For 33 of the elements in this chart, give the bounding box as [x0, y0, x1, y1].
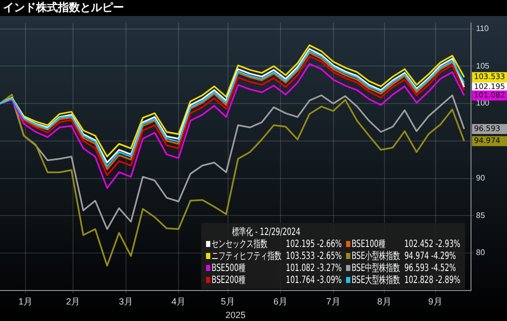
y-tick-label: 110: [476, 24, 490, 33]
x-tick-label: 5月: [220, 296, 235, 306]
legend-label: BSE100種: [350, 239, 386, 250]
y-tick-label: 90: [476, 173, 486, 182]
x-tick-label: 2月: [66, 296, 80, 306]
x-tick-label: 8月: [377, 296, 392, 306]
annotation: 102.452 -2.93%: [403, 239, 462, 251]
legend-label: BSE200種: [210, 275, 246, 287]
annotation: 101.082 -3.27%: [284, 263, 343, 275]
annotation: 101.764 -3.09%: [284, 275, 343, 287]
annotation: 102.828 -2.89%: [403, 275, 462, 287]
y-tick-label: 80: [476, 248, 486, 258]
x-tick-label: 9月: [428, 296, 442, 306]
y-tick-label: 85: [476, 210, 486, 220]
x-tick-label: 7月: [326, 296, 340, 306]
legend-title: 標準化 - 12/29/2024: [232, 226, 302, 238]
legend-label: センセックス指数: [210, 239, 268, 251]
x-tick-label: 4月: [172, 296, 186, 306]
legend-label: ニフティヒフティ指数: [210, 251, 282, 263]
chart-title: インド株式指数とルピー: [0, 0, 507, 16]
x-tick-label: 6月: [274, 296, 288, 306]
annotation: 103.533 -2.65%: [284, 251, 343, 263]
legend-label: BSE小型株指数: [350, 251, 401, 262]
x-axis-title: 2025: [225, 310, 246, 320]
annotation: 96.593 -4.52%: [403, 263, 457, 275]
y-tick-label: 105: [476, 61, 490, 70]
annotation: 94.974 -4.29%: [403, 251, 457, 263]
x-tick-label: 1月: [18, 296, 33, 306]
legend-label: BSE中型株指数: [350, 263, 401, 274]
annotation: 102.195 -2.66%: [284, 239, 343, 251]
x-tick-label: 3月: [118, 296, 133, 306]
legend-label: BSE500種: [210, 263, 246, 275]
legend-label: BSE大型株指数: [350, 275, 401, 287]
